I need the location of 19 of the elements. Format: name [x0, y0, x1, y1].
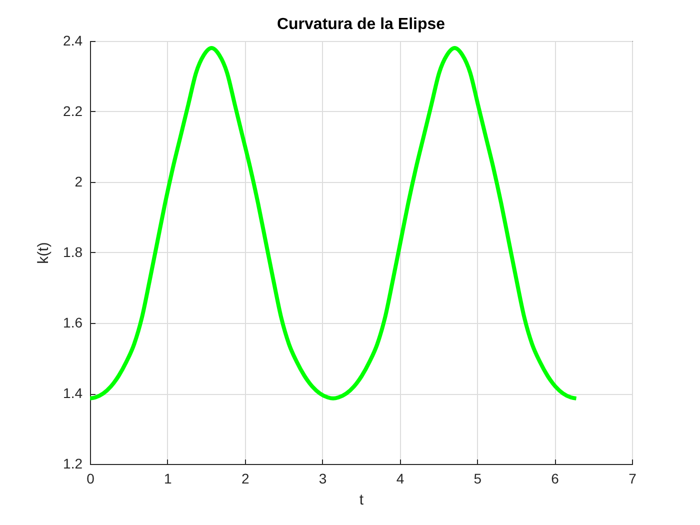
- x-tick-label: 0: [86, 470, 95, 486]
- x-tick-label: 2: [241, 470, 250, 486]
- y-tick-label: 1.6: [63, 314, 83, 330]
- y-tick-label: 2.2: [63, 103, 83, 119]
- x-tick-label: 3: [318, 470, 327, 486]
- x-tick-label: 6: [551, 470, 560, 486]
- x-tick-label: 5: [474, 470, 482, 486]
- x-tick-label: 7: [628, 470, 637, 486]
- line-series: [90, 46, 578, 400]
- y-tick-label: 1.4: [63, 385, 83, 401]
- x-axis-title: t: [359, 492, 364, 508]
- chart-title: Curvatura de la Elipse: [276, 16, 446, 33]
- x-tick-label: 4: [396, 470, 404, 486]
- y-tick-label: 2: [74, 174, 83, 190]
- y-tick-label: 2.4: [63, 32, 83, 48]
- y-tick-label: 1.2: [63, 456, 83, 472]
- y-tick-label: 1.8: [63, 244, 83, 260]
- y-axis-title: k(t): [35, 242, 52, 264]
- x-tick-label: 1: [164, 470, 172, 486]
